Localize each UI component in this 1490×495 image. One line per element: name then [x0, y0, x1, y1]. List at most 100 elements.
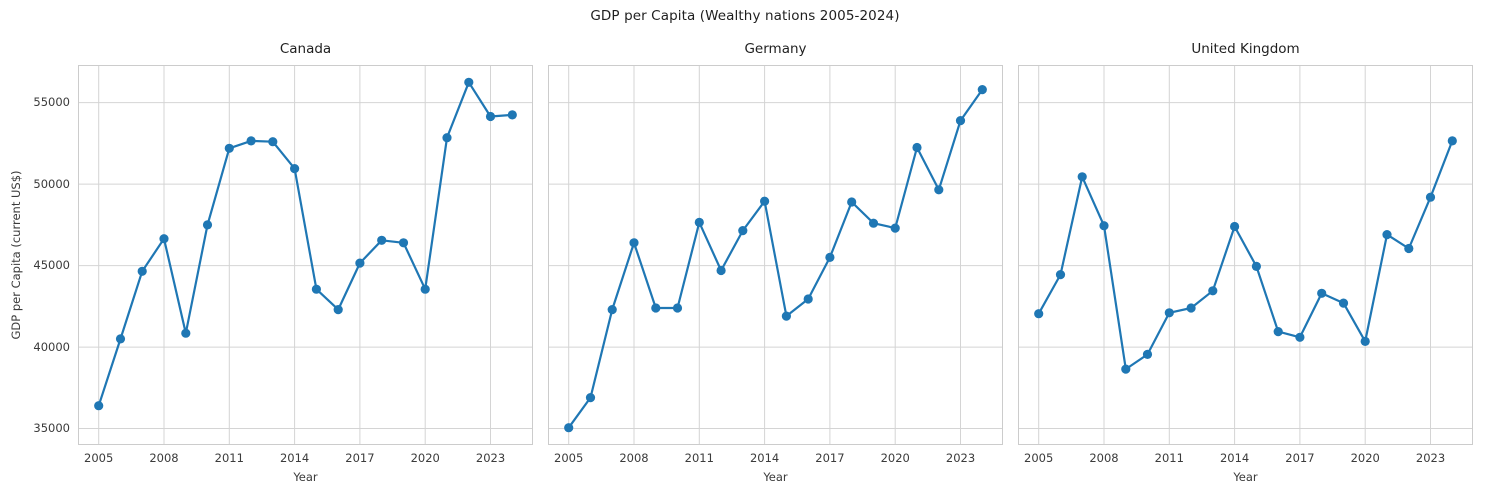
- data-point: [672, 303, 683, 313]
- data-point: [847, 197, 857, 207]
- data-point: [1099, 221, 1109, 231]
- data-point: [137, 266, 147, 276]
- x-tick-label: 2014: [279, 451, 310, 465]
- x-tick-label: 2017: [345, 451, 375, 465]
- data-point: [694, 217, 704, 227]
- y-tick-label: 35000: [33, 421, 70, 436]
- data-point: [202, 220, 213, 230]
- x-axis-label-united-kingdom: Year: [1233, 470, 1258, 484]
- y-tick-label: 45000: [33, 258, 70, 273]
- x-axis-label-canada: Year: [293, 470, 318, 484]
- line-series: [1037, 139, 1454, 371]
- data-point: [181, 328, 191, 338]
- data-point: [955, 116, 966, 126]
- data-point: [564, 423, 574, 433]
- data-point: [377, 235, 387, 245]
- data-point: [1121, 364, 1131, 374]
- axes-spine: [78, 65, 533, 445]
- data-point: [1034, 309, 1044, 319]
- x-tick-label: 2005: [1024, 451, 1054, 465]
- y-tick-label: 50000: [33, 176, 70, 191]
- data-point: [738, 226, 748, 236]
- x-tick-label: 2008: [149, 451, 179, 465]
- data-point: [585, 393, 596, 403]
- data-point: [1317, 288, 1327, 298]
- data-point: [420, 284, 430, 294]
- x-tick-label: 2023: [1415, 451, 1446, 465]
- data-point: [629, 238, 639, 248]
- data-point: [1338, 298, 1349, 308]
- y-tick-label: 55000: [33, 95, 70, 110]
- data-point: [781, 311, 791, 321]
- data-point: [1273, 327, 1283, 337]
- data-point: [1208, 286, 1218, 296]
- data-point: [912, 142, 922, 153]
- data-point: [246, 136, 256, 146]
- axes-spine: [548, 65, 1003, 445]
- data-point: [398, 238, 409, 248]
- y-axis-label: GDP per Capita (current US$): [9, 170, 23, 340]
- data-point: [333, 305, 343, 315]
- plot-area-canada: [78, 65, 533, 445]
- plot-area-germany: [548, 65, 1003, 445]
- x-tick-label: 2017: [1285, 451, 1315, 465]
- data-point: [803, 294, 813, 304]
- x-tick-label: 2005: [554, 451, 584, 465]
- x-tick-label: 2017: [815, 451, 845, 465]
- data-point: [355, 258, 365, 268]
- data-point: [442, 133, 452, 143]
- data-point: [716, 265, 726, 276]
- x-tick-label: 2014: [1219, 451, 1250, 465]
- data-point: [1230, 221, 1240, 232]
- data-point: [977, 85, 987, 95]
- y-tick-label: 40000: [33, 339, 70, 354]
- x-axis-label-germany: Year: [763, 470, 788, 484]
- x-tick-label: 2011: [214, 451, 244, 465]
- data-point: [224, 143, 234, 153]
- data-point: [868, 218, 879, 228]
- data-point: [890, 223, 900, 233]
- data-point: [1186, 303, 1196, 313]
- data-point: [1142, 349, 1153, 359]
- x-tick-label: 2005: [84, 451, 114, 465]
- axes-spine: [1018, 65, 1473, 445]
- data-point: [934, 185, 944, 195]
- x-tick-label: 2020: [410, 451, 440, 465]
- x-tick-label: 2011: [684, 451, 714, 465]
- x-tick-label: 2020: [1350, 451, 1380, 465]
- x-tick-label: 2014: [749, 451, 780, 465]
- data-point: [507, 110, 517, 120]
- plot-background: [78, 65, 533, 445]
- data-point: [1447, 136, 1457, 146]
- data-point: [651, 303, 661, 313]
- data-point: [1404, 243, 1414, 254]
- data-point: [1295, 332, 1305, 342]
- x-tick-label: 2023: [945, 451, 976, 465]
- data-point: [1251, 261, 1261, 271]
- data-point: [1077, 172, 1087, 182]
- data-point: [1425, 192, 1436, 202]
- data-point: [1055, 270, 1066, 280]
- line-series: [567, 88, 984, 429]
- subplot-title-canada: Canada: [279, 41, 332, 57]
- data-point: [115, 334, 126, 344]
- x-tick-label: 2011: [1154, 451, 1184, 465]
- data-point: [464, 77, 474, 87]
- x-tick-label: 2008: [1089, 451, 1119, 465]
- data-point: [485, 111, 496, 122]
- data-point: [1360, 336, 1370, 346]
- plot-area-united-kingdom: [1018, 65, 1473, 445]
- data-point: [94, 401, 104, 411]
- data-point: [1382, 230, 1392, 240]
- subplot-title-germany: Germany: [744, 41, 807, 57]
- figure-title: GDP per Capita (Wealthy nations 2005-202…: [590, 8, 900, 24]
- x-tick-label: 2023: [475, 451, 506, 465]
- data-point: [1164, 308, 1174, 318]
- plot-background: [1018, 65, 1473, 445]
- data-point: [311, 284, 321, 294]
- data-point: [159, 234, 169, 244]
- data-point: [607, 305, 617, 315]
- data-point: [290, 164, 300, 174]
- subplot-title-united-kingdom: United Kingdom: [1191, 41, 1300, 57]
